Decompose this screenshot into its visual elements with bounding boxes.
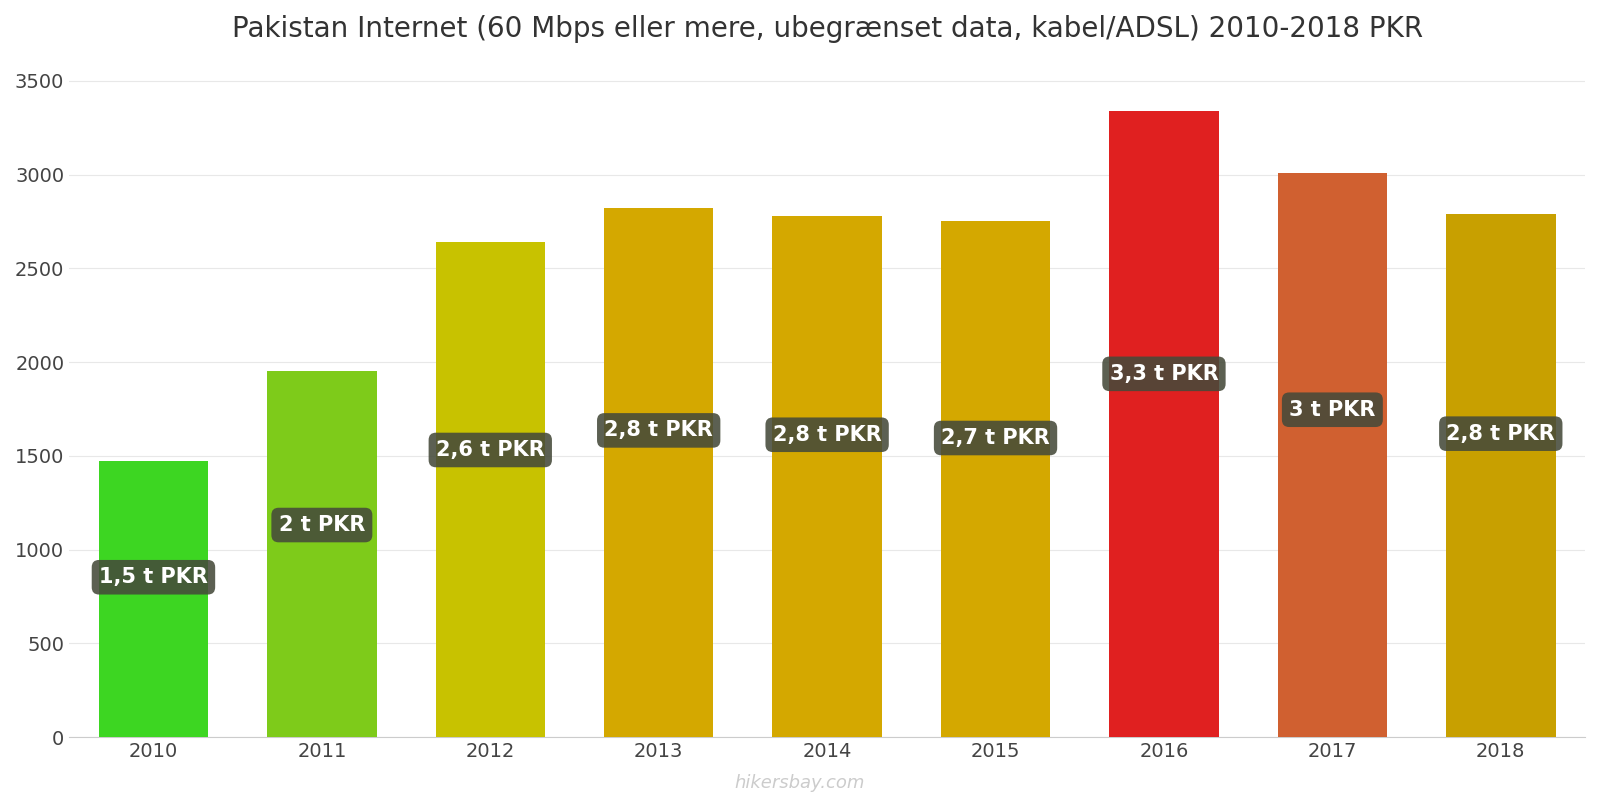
Text: 2,8 t PKR: 2,8 t PKR bbox=[605, 421, 714, 441]
Title: Pakistan Internet (60 Mbps eller mere, ubegrænset data, kabel/ADSL) 2010-2018 PK: Pakistan Internet (60 Mbps eller mere, u… bbox=[232, 15, 1422, 43]
Bar bbox=[603, 208, 714, 737]
Bar bbox=[1446, 214, 1555, 737]
Bar bbox=[267, 371, 376, 737]
Text: hikersbay.com: hikersbay.com bbox=[734, 774, 866, 792]
Text: 3,3 t PKR: 3,3 t PKR bbox=[1109, 364, 1218, 384]
Text: 1,5 t PKR: 1,5 t PKR bbox=[99, 567, 208, 587]
Text: 2,8 t PKR: 2,8 t PKR bbox=[773, 425, 882, 445]
Bar bbox=[941, 222, 1050, 737]
Text: 2,7 t PKR: 2,7 t PKR bbox=[941, 428, 1050, 448]
Text: 2,8 t PKR: 2,8 t PKR bbox=[1446, 424, 1555, 444]
Bar bbox=[1278, 173, 1387, 737]
Bar bbox=[1109, 110, 1219, 737]
Bar bbox=[773, 216, 882, 737]
Bar bbox=[99, 462, 208, 737]
Text: 3 t PKR: 3 t PKR bbox=[1290, 400, 1376, 420]
Text: 2,6 t PKR: 2,6 t PKR bbox=[435, 440, 544, 460]
Bar bbox=[435, 242, 546, 737]
Text: 2 t PKR: 2 t PKR bbox=[278, 515, 365, 535]
